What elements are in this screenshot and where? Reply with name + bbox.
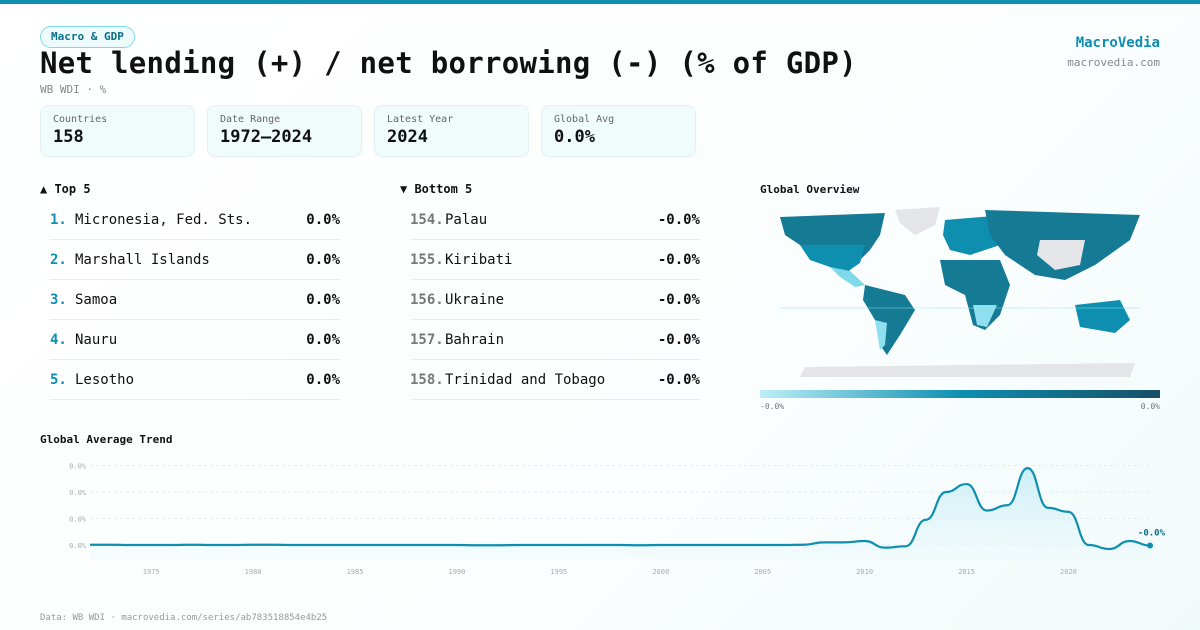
latest-value-label: -0.0% (1138, 529, 1166, 539)
country-value: 0.0% (306, 211, 340, 228)
stat-value: 0.0% (554, 127, 595, 147)
country-name: Marshall Islands (75, 251, 210, 268)
world-map[interactable] (775, 205, 1145, 380)
x-tick-label: 1980 (245, 568, 262, 576)
country-name: Palau (445, 211, 488, 228)
stat-value: 2024 (387, 127, 428, 147)
latest-point[interactable] (1147, 542, 1153, 549)
rank: 2. (50, 251, 67, 268)
bottom-list-item[interactable]: 154. Palau -0.0% (410, 200, 700, 240)
country-name: Nauru (75, 331, 118, 348)
stat-global-avg: Global Avg 0.0% (541, 105, 696, 157)
rank: 157. (410, 331, 444, 348)
country-name: Ukraine (445, 291, 505, 308)
brand-logo[interactable]: MacroVedia (1075, 35, 1160, 51)
country-value: -0.0% (657, 211, 700, 228)
bottom-list-item[interactable]: 157. Bahrain -0.0% (410, 320, 700, 360)
x-tick-label: 1995 (550, 568, 567, 576)
stat-date-range: Date Range 1972–2024 (207, 105, 362, 157)
stat-latest-year: Latest Year 2024 (374, 105, 529, 157)
bottom-list-item[interactable]: 156. Ukraine -0.0% (410, 280, 700, 320)
top-list-item[interactable]: 2. Marshall Islands 0.0% (50, 240, 340, 280)
country-value: -0.0% (657, 371, 700, 388)
x-tick-label: 2005 (754, 568, 771, 576)
top-list-item[interactable]: 3. Samoa 0.0% (50, 280, 340, 320)
brand-url[interactable]: macrovedia.com (1067, 56, 1160, 69)
stat-value: 158 (53, 127, 84, 147)
stat-label: Latest Year (387, 114, 454, 125)
x-tick-label: 1985 (347, 568, 364, 576)
stat-label: Global Avg (554, 114, 615, 125)
x-tick-label: 1990 (448, 568, 465, 576)
x-tick-label: 2010 (856, 568, 873, 576)
map-legend-min: -0.0% (760, 402, 785, 411)
country-name: Trinidad and Tobago (445, 371, 606, 388)
bottom-5-heading: ▼ Bottom 5 (400, 182, 473, 196)
stat-label: Date Range (220, 114, 281, 125)
rank: 4. (50, 331, 67, 348)
x-tick-label: 2015 (958, 568, 975, 576)
stat-label: Countries (53, 114, 108, 125)
map-region-chile-argentina (875, 320, 887, 350)
y-tick-label: 0.0% (69, 463, 87, 471)
bottom-list-item[interactable]: 155. Kiribati -0.0% (410, 240, 700, 280)
footer-source: Data: WB WDI · macrovedia.com/series/ab7… (40, 613, 328, 623)
map-legend-max: 0.0% (1140, 402, 1160, 411)
country-value: -0.0% (657, 291, 700, 308)
trend-chart[interactable]: 0.0% 0.0% 0.0% 0.0% 1975 1980 1985 1990 1995 2000… (0, 450, 1200, 585)
rank: 5. (50, 371, 67, 388)
bottom-list-item[interactable]: 158. Trinidad and Tobago -0.0% (410, 360, 700, 400)
map-region-australia (1075, 300, 1130, 333)
trend-chart-title: Global Average Trend (40, 433, 173, 446)
map-region-southern-africa (973, 305, 997, 327)
map-region-usa (800, 245, 865, 273)
top-list-item[interactable]: 4. Nauru 0.0% (50, 320, 340, 360)
trend-line (90, 467, 1151, 551)
map-region-antarctica (800, 363, 1135, 377)
x-tick-label: 2020 (1060, 568, 1077, 576)
stat-value: 1972–2024 (220, 127, 313, 147)
y-tick-label: 0.0% (69, 516, 87, 524)
country-name: Bahrain (445, 331, 505, 348)
map-region-africa (940, 260, 1010, 330)
stat-countries: Countries 158 (40, 105, 195, 157)
country-value: -0.0% (657, 251, 700, 268)
top-accent-bar (0, 0, 1200, 4)
country-name: Micronesia, Fed. Sts. (75, 211, 253, 228)
top-list-item[interactable]: 5. Lesotho 0.0% (50, 360, 340, 400)
map-region-central-america (830, 267, 865, 287)
rank: 3. (50, 291, 67, 308)
page-title: Net lending (+) / net borrowing (-) (% o… (40, 46, 857, 80)
rank: 155. (410, 251, 444, 268)
country-value: 0.0% (306, 331, 340, 348)
map-region-china (1037, 240, 1085, 270)
y-tick-label: 0.0% (69, 489, 87, 497)
top-list-item[interactable]: 1. Micronesia, Fed. Sts. 0.0% (50, 200, 340, 240)
country-value: -0.0% (657, 331, 700, 348)
x-tick-label: 2000 (652, 568, 669, 576)
trend-area (90, 468, 1150, 560)
country-value: 0.0% (306, 371, 340, 388)
rank: 158. (410, 371, 444, 388)
country-name: Kiribati (445, 251, 513, 268)
x-tick-label: 1975 (143, 568, 160, 576)
rank: 154. (410, 211, 444, 228)
map-region-greenland (895, 207, 940, 235)
page-subtitle: WB WDI · % (40, 83, 107, 96)
country-value: 0.0% (306, 291, 340, 308)
rank: 1. (50, 211, 67, 228)
map-region-south-america (863, 285, 915, 355)
rank: 156. (410, 291, 444, 308)
country-name: Lesotho (75, 371, 135, 388)
country-value: 0.0% (306, 251, 340, 268)
top-5-heading: ▲ Top 5 (40, 182, 91, 196)
y-tick-label: 0.0% (69, 542, 87, 550)
map-title: Global Overview (760, 183, 860, 196)
country-name: Samoa (75, 291, 118, 308)
map-color-scale (760, 390, 1160, 398)
category-badge[interactable]: Macro & GDP (40, 26, 135, 48)
